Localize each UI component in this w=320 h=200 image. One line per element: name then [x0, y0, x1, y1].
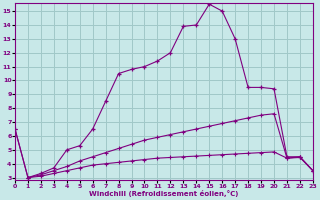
X-axis label: Windchill (Refroidissement éolien,°C): Windchill (Refroidissement éolien,°C) — [89, 190, 239, 197]
